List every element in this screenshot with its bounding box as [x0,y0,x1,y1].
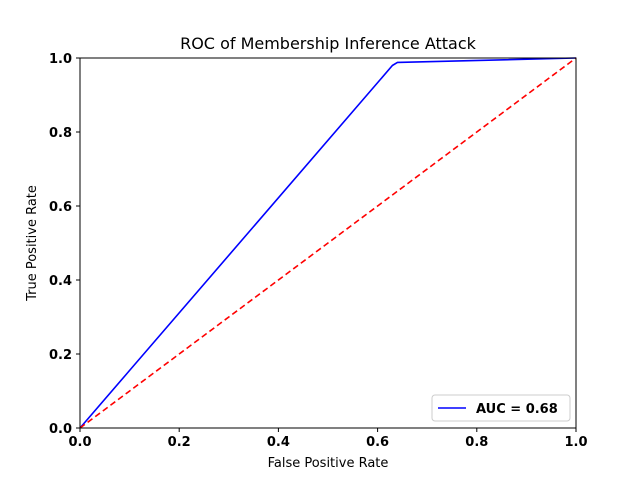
y-axis-label: True Positive Rate [25,185,40,302]
roc-curve-line [79,57,577,429]
chart-title: ROC of Membership Inference Attack [180,34,477,53]
y-axis: 0.0 0.2 0.4 0.6 0.8 1.0 [49,52,80,437]
legend-box [431,394,571,422]
x-tick-label: 0.8 [465,435,488,450]
x-tick-label: 1.0 [564,435,587,450]
y-tick-label: 0.0 [49,422,72,437]
series-layer [79,57,577,429]
x-tick-label: 0.4 [267,435,290,450]
y-tick-label: 1.0 [49,52,72,67]
y-tick-label: 0.4 [49,274,72,289]
x-tick-label: 0.0 [68,435,91,450]
y-tick-label: 0.6 [49,200,72,215]
legend: AUC = 0.68 [431,394,571,422]
legend-label-auc: AUC = 0.68 [476,402,558,417]
x-axis: 0.0 0.2 0.4 0.6 0.8 1.0 [68,428,588,450]
x-tick-label: 0.6 [366,435,389,450]
y-tick-label: 0.2 [49,348,72,363]
y-tick-label: 0.8 [49,126,72,141]
x-tick-label: 0.2 [168,435,191,450]
diagonal-reference-line [79,57,577,429]
x-axis-label: False Positive Rate [268,456,389,471]
plot-frame [79,57,577,429]
